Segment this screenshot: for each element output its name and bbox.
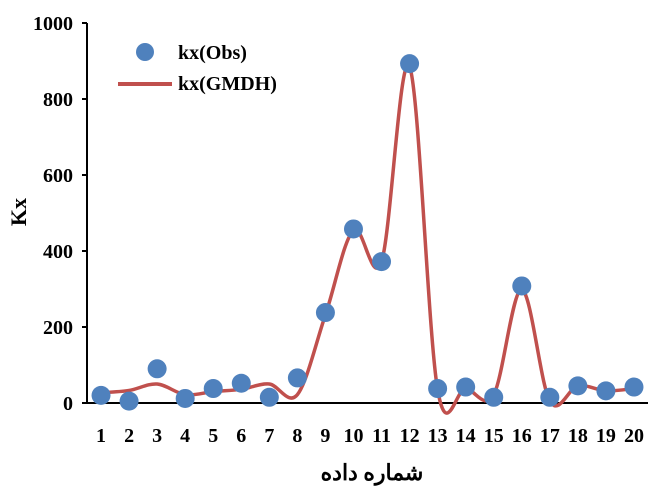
- obs-point: [203, 379, 223, 399]
- obs-point: [624, 377, 644, 397]
- x-tick-label: 5: [208, 425, 218, 447]
- x-tick-label: 19: [596, 425, 616, 447]
- y-tick-label: 400: [43, 241, 73, 263]
- obs-point: [540, 387, 560, 407]
- y-tick-label: 800: [43, 89, 73, 111]
- legend-gmdh-label: kx(GMDH): [178, 73, 277, 95]
- x-tick-label: 14: [456, 425, 476, 447]
- x-tick-label: 1: [96, 425, 106, 447]
- y-axis-title: Kx: [6, 198, 31, 226]
- x-tick-label: 3: [152, 425, 162, 447]
- legend-obs-marker: [136, 43, 154, 61]
- x-tick-label: 6: [236, 425, 246, 447]
- x-tick-label: 20: [624, 425, 644, 447]
- obs-point: [512, 276, 532, 296]
- x-tick-label: 12: [400, 425, 420, 447]
- x-tick-label: 15: [484, 425, 504, 447]
- obs-point: [484, 387, 504, 407]
- obs-point: [91, 385, 111, 405]
- x-tick-label: 8: [292, 425, 302, 447]
- obs-point: [428, 379, 448, 399]
- obs-point: [147, 359, 167, 379]
- y-tick-label: 200: [43, 317, 73, 339]
- obs-point: [259, 387, 279, 407]
- x-tick-label: 16: [512, 425, 532, 447]
- x-tick-label: 9: [320, 425, 330, 447]
- x-tick-label: 17: [540, 425, 560, 447]
- x-axis-title: شماره داده: [321, 460, 424, 486]
- gmdh-series-line: [100, 63, 635, 415]
- legend: kx(Obs) kx(GMDH): [118, 42, 277, 95]
- obs-point: [175, 388, 195, 408]
- obs-point: [456, 377, 476, 397]
- obs-point: [568, 376, 588, 396]
- y-tick-label: 600: [43, 165, 73, 187]
- x-tick-label: 18: [568, 425, 588, 447]
- obs-point: [372, 252, 392, 272]
- obs-point: [231, 373, 251, 393]
- x-tick-label: 4: [180, 425, 190, 447]
- obs-point: [287, 368, 307, 388]
- y-tick-label: 0: [63, 393, 73, 415]
- obs-point: [315, 303, 335, 323]
- legend-obs-label: kx(Obs): [178, 42, 247, 64]
- obs-point: [343, 219, 363, 239]
- obs-point: [119, 391, 139, 411]
- y-tick-label: 1000: [33, 13, 73, 35]
- x-tick-label: 7: [264, 425, 274, 447]
- obs-point: [596, 381, 616, 401]
- x-tick-label: 13: [428, 425, 448, 447]
- x-tick-label: 11: [372, 425, 391, 447]
- x-tick-label: 10: [343, 425, 363, 447]
- obs-point: [400, 54, 420, 74]
- x-tick-label: 2: [124, 425, 134, 447]
